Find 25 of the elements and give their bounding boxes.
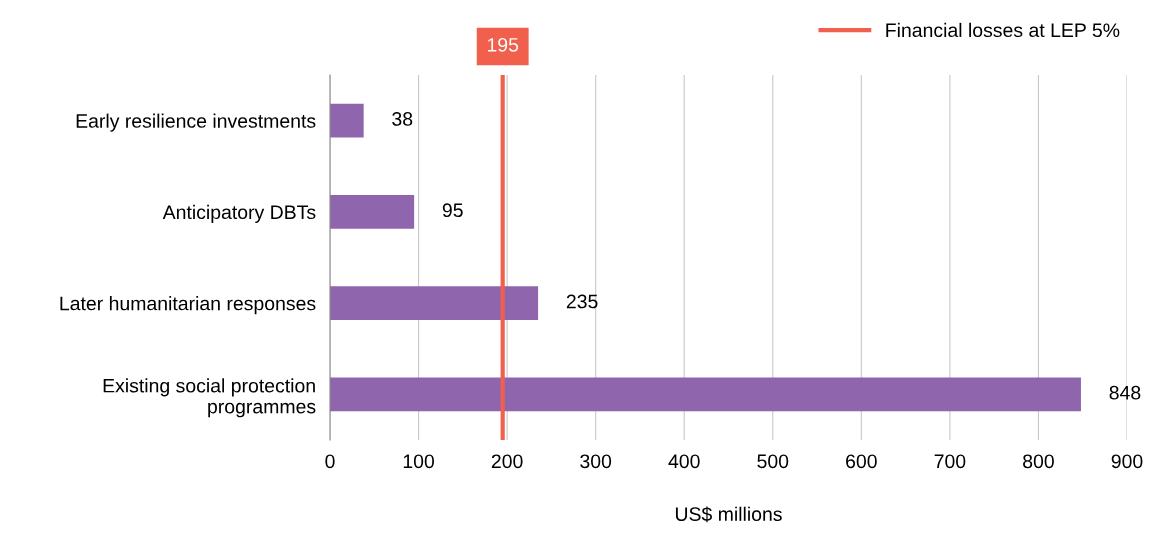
bar <box>330 377 1081 412</box>
x-tick-label: 500 <box>757 454 789 469</box>
data-label: 38 <box>392 112 413 126</box>
data-label: 235 <box>566 294 598 309</box>
y-tick-label: Anticipatory DBTs <box>162 204 316 223</box>
data-label: 848 <box>1109 385 1141 400</box>
bar <box>330 103 364 138</box>
x-tick-label: 100 <box>403 454 435 469</box>
x-tick-label: 900 <box>1111 454 1143 469</box>
bar <box>330 194 415 229</box>
data-label: 95 <box>442 203 463 218</box>
x-tick-label: 800 <box>1023 454 1054 469</box>
y-tick-label: Early resilience investments <box>76 113 316 132</box>
x-tick-label: 600 <box>846 454 877 469</box>
x-tick-label: 0 <box>325 454 335 469</box>
x-tick-label: 400 <box>668 454 700 469</box>
legend-label: Financial losses at LEP 5% <box>886 22 1120 38</box>
x-tick-label: 300 <box>580 454 612 469</box>
bar <box>330 286 539 321</box>
y-tick-label: Later humanitarian responses <box>60 296 316 315</box>
text: 195 <box>487 37 519 52</box>
x-tick-label: 200 <box>491 454 523 469</box>
x-tick-label: 700 <box>934 454 966 469</box>
x-axis-title: US$ millions <box>675 506 782 523</box>
y-tick-label: Existing social protection programmes <box>103 378 316 418</box>
